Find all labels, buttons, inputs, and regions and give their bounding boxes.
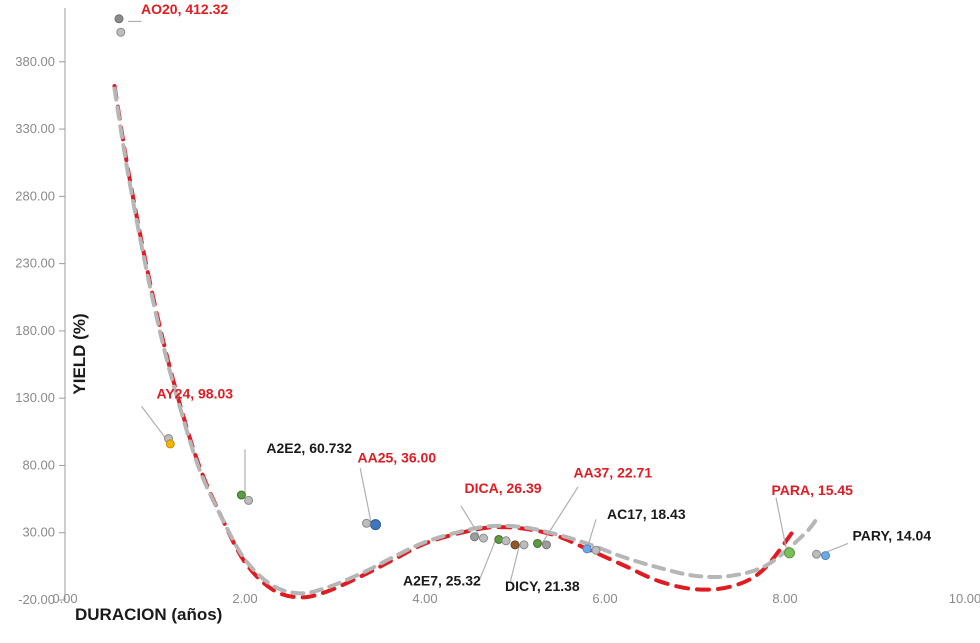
x-tick-label: 6.00 <box>592 591 617 606</box>
data-point-DICA <box>471 533 479 541</box>
y-tick-label: 380.00 <box>15 54 55 69</box>
x-tick-label: 8.00 <box>772 591 797 606</box>
point-label-PARA: PARA, 15.45 <box>772 482 854 498</box>
y-tick-label: 230.00 <box>15 256 55 271</box>
point-label-AC17: AC17, 18.43 <box>607 506 686 522</box>
point-label-AY24: AY24, 98.03 <box>157 386 234 402</box>
data-point-DICA <box>480 534 488 542</box>
data-point-AO20 <box>117 28 125 36</box>
y-tick-label: 130.00 <box>15 390 55 405</box>
y-tick-label: 180.00 <box>15 323 55 338</box>
x-axis-title: DURACION (años) <box>75 605 222 624</box>
point-label-DICA: DICA, 26.39 <box>465 480 542 496</box>
data-point-AA25 <box>371 520 381 530</box>
data-point-A2E2 <box>237 491 245 499</box>
yield-duration-chart: -20.00 30.00 80.00 130.00 180.00 230.00 280.00… <box>0 0 980 643</box>
data-point-AC17 <box>592 546 600 554</box>
data-point-AA37 <box>543 541 551 549</box>
point-label-DICY: DICY, 21.38 <box>505 578 580 594</box>
y-axis-title: YIELD (%) <box>70 313 89 394</box>
y-tick-label: 330.00 <box>15 121 55 136</box>
data-point-PARY <box>822 552 830 560</box>
data-point-AO20 <box>115 15 123 23</box>
point-label-A2E7: A2E7, 25.32 <box>403 572 481 588</box>
data-point-AC17 <box>583 545 591 553</box>
y-tick-label: 80.00 <box>22 457 55 472</box>
data-point-PARA <box>785 548 795 558</box>
data-point-AY24 <box>166 440 174 448</box>
plot-bg <box>0 0 980 643</box>
x-tick-label: 10.00 <box>949 591 980 606</box>
x-tick-label: 0.00 <box>52 591 77 606</box>
data-point-AA37 <box>534 539 542 547</box>
data-point-AA25 <box>363 519 371 527</box>
data-point-PARY <box>813 550 821 558</box>
y-tick-label: -20.00 <box>18 592 55 607</box>
data-point-DICY <box>511 541 519 549</box>
chart-svg: -20.00 30.00 80.00 130.00 180.00 230.00 280.00… <box>0 0 980 643</box>
x-tick-label: 2.00 <box>232 591 257 606</box>
point-label-A2E2: A2E2, 60.732 <box>266 440 352 456</box>
data-point-A2E2 <box>245 496 253 504</box>
y-tick-label: 30.00 <box>22 525 55 540</box>
point-label-AA37: AA37, 22.71 <box>574 464 653 480</box>
data-point-DICY <box>520 541 528 549</box>
data-point-A2E7 <box>502 537 510 545</box>
data-point-A2E7 <box>495 535 503 543</box>
point-label-PARY: PARY, 14.04 <box>853 527 932 543</box>
x-tick-label: 4.00 <box>412 591 437 606</box>
y-tick-label: 280.00 <box>15 188 55 203</box>
point-label-AO20: AO20, 412.32 <box>141 1 228 17</box>
point-label-AA25: AA25, 36.00 <box>358 450 437 466</box>
